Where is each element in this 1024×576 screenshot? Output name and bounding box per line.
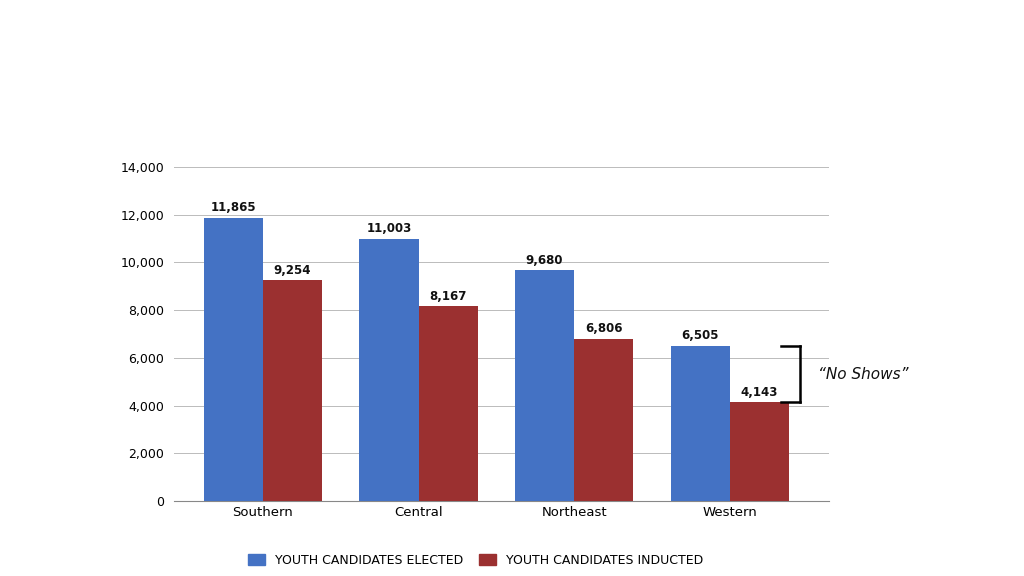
Text: 8,167: 8,167 (429, 290, 467, 302)
Text: “No Shows”: “No Shows” (818, 366, 909, 381)
Text: 6,806: 6,806 (585, 322, 623, 335)
Text: 9,680: 9,680 (525, 253, 563, 267)
Text: 6,505: 6,505 (681, 329, 719, 342)
Bar (204, 218, 263, 501)
Bar (574, 339, 633, 501)
Text: 4,143: 4,143 (740, 386, 778, 399)
Bar (419, 306, 477, 501)
Text: 2017 Inductions: Regional Figures: 2017 Inductions: Regional Figures (31, 48, 728, 82)
Bar (730, 402, 788, 501)
Legend: YOUTH CANDIDATES ELECTED, YOUTH CANDIDATES INDUCTED: YOUTH CANDIDATES ELECTED, YOUTH CANDIDAT… (248, 554, 703, 567)
Bar (515, 270, 574, 501)
Bar (263, 281, 323, 501)
Text: 9,254: 9,254 (273, 264, 311, 276)
Bar (359, 238, 419, 501)
Text: 11,865: 11,865 (211, 202, 256, 214)
Bar (671, 346, 730, 501)
Text: 11,003: 11,003 (367, 222, 412, 235)
